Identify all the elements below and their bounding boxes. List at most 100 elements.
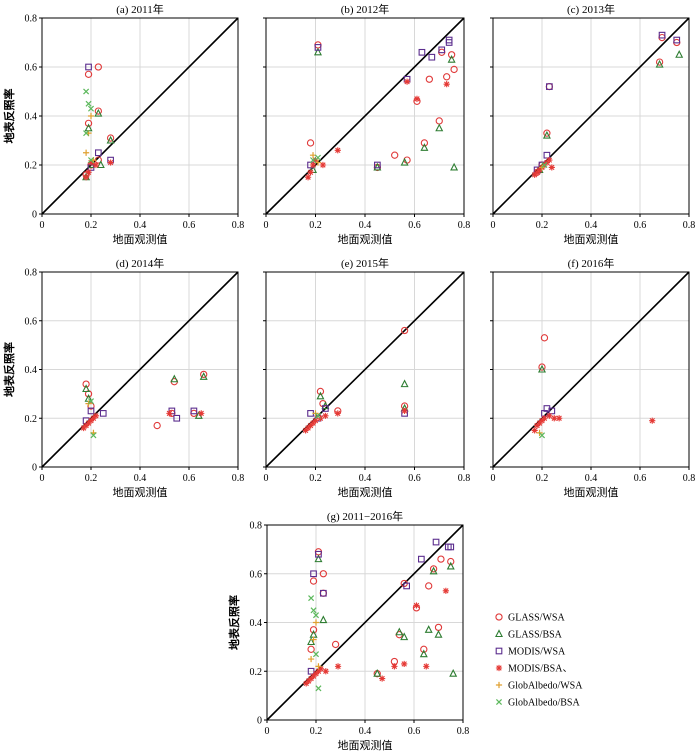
data-point (312, 670, 320, 677)
x-tick-label: 0.8 (232, 220, 245, 231)
data-point (423, 663, 430, 670)
one-to-one-line (41, 271, 239, 468)
data-point (309, 577, 318, 585)
data-point (401, 407, 408, 415)
legend-marker-square (495, 647, 503, 655)
data-point (449, 668, 458, 677)
data-point (429, 566, 438, 575)
legend-label: GLASS/WSA (508, 613, 565, 624)
data-point (316, 387, 325, 396)
legend-label: MODIS/BSA、 (508, 664, 572, 675)
data-point (304, 424, 312, 432)
series-modis-bsa (531, 412, 656, 434)
data-point (82, 384, 91, 393)
y-tick-label: 0.2 (250, 667, 263, 678)
data-point (424, 625, 433, 633)
data-point (442, 587, 449, 594)
legend-marker-asterisk (495, 664, 503, 672)
data-point (319, 615, 328, 624)
data-point (374, 161, 381, 169)
data-point (307, 645, 315, 653)
data-point (87, 105, 95, 112)
data-point (83, 130, 90, 137)
data-point (310, 157, 317, 164)
data-point (315, 550, 322, 558)
data-point (199, 372, 208, 380)
data-point (438, 46, 446, 54)
data-point (106, 134, 115, 142)
data-point (655, 58, 664, 66)
x-tick-label: 0 (264, 473, 269, 484)
y-tick-label: 0.8 (25, 268, 38, 279)
data-point (546, 157, 553, 164)
series-globalbedo-bsa (87, 398, 97, 439)
data-point (541, 415, 548, 422)
y-tick-label: 0.8 (250, 521, 263, 532)
data-point (87, 112, 95, 120)
data-point (556, 415, 563, 422)
series-globalbedo-bsa (83, 88, 95, 164)
series-modis-bsa (83, 159, 114, 181)
series-glass-bsa (309, 47, 459, 173)
y-axis-label: 地表反照率 (227, 595, 241, 650)
data-point (95, 149, 102, 157)
data-point (538, 363, 546, 371)
x-tick-label: 0.6 (183, 220, 196, 231)
data-point (531, 427, 538, 434)
panel-title: (a) 2011年 (116, 2, 164, 16)
legend-label: GLASS/BSA (508, 630, 563, 641)
data-point (401, 660, 408, 668)
data-point (373, 162, 382, 171)
data-point (400, 326, 409, 335)
data-point (391, 663, 398, 670)
y-tick-label: 0.2 (25, 414, 38, 425)
x-tick-label: 0.6 (634, 220, 647, 231)
data-point (417, 555, 425, 563)
data-point (310, 570, 317, 578)
data-point (322, 412, 329, 419)
data-point (87, 402, 95, 410)
data-point (447, 54, 456, 63)
data-point (658, 31, 666, 39)
data-point (543, 129, 551, 137)
data-point (379, 675, 386, 682)
data-point (420, 143, 429, 151)
data-point (94, 107, 102, 115)
x-tick-label: 0.4 (134, 473, 147, 484)
x-tick-label: 0.2 (310, 726, 323, 737)
x-tick-label: 0.2 (85, 220, 98, 231)
data-point (447, 51, 456, 59)
legend-marker-plus (495, 681, 503, 689)
x-tick-label: 0.6 (408, 473, 421, 484)
data-point (83, 149, 90, 156)
x-axis-label: 地面观测值 (338, 739, 393, 752)
data-point (319, 589, 327, 597)
data-point (538, 417, 546, 424)
data-point (308, 655, 315, 663)
data-point (403, 582, 411, 590)
series-modis-bsa (303, 587, 449, 687)
data-point (319, 570, 327, 578)
data-point (173, 414, 181, 422)
data-point (190, 407, 198, 415)
data-point (546, 412, 553, 419)
data-point (90, 432, 97, 439)
data-point (537, 364, 547, 373)
data-point (437, 555, 445, 563)
x-tick-label: 0.2 (536, 220, 549, 231)
data-point (85, 63, 92, 71)
plot-frame (265, 271, 465, 468)
legend: GLASS/WSA GLASS/BSA MODIS/WSA MODIS/BSA、 Glo… (494, 613, 583, 709)
data-point (446, 561, 455, 570)
one-to-one-line (492, 17, 690, 215)
data-point (314, 154, 321, 161)
y-axis-label: 地表反照率 (2, 342, 16, 397)
data-point (541, 161, 548, 169)
data-point (310, 607, 317, 614)
data-point (80, 424, 87, 432)
data-point (309, 420, 317, 427)
data-point (538, 432, 546, 439)
plot-frame (492, 17, 690, 215)
x-tick-label: 0.4 (134, 220, 147, 231)
